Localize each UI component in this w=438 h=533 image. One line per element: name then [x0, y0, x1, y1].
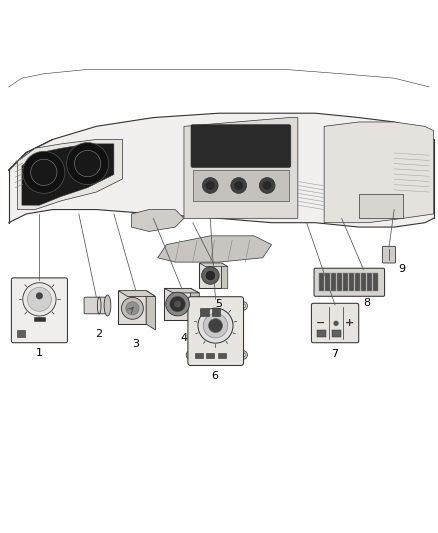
Bar [193, 170, 289, 201]
Circle shape [28, 287, 51, 311]
Circle shape [202, 177, 218, 193]
Circle shape [174, 301, 181, 308]
Circle shape [239, 302, 247, 310]
Bar [212, 308, 220, 316]
Circle shape [263, 181, 272, 190]
Circle shape [188, 304, 193, 308]
Circle shape [121, 297, 143, 319]
Circle shape [170, 296, 185, 312]
Circle shape [203, 313, 228, 338]
Circle shape [239, 351, 247, 359]
Text: 4: 4 [180, 333, 187, 343]
Circle shape [126, 302, 139, 315]
Bar [355, 273, 360, 292]
Polygon shape [118, 290, 155, 296]
Text: 7: 7 [332, 349, 339, 359]
Polygon shape [18, 140, 123, 209]
Bar [343, 273, 348, 292]
Circle shape [231, 177, 247, 193]
Polygon shape [118, 290, 146, 324]
FancyBboxPatch shape [311, 303, 359, 343]
FancyBboxPatch shape [84, 297, 106, 314]
Bar [337, 273, 342, 292]
Circle shape [188, 353, 193, 357]
Circle shape [205, 270, 215, 281]
Bar [331, 273, 336, 292]
Circle shape [208, 319, 223, 333]
Bar [367, 273, 372, 292]
Bar [319, 273, 324, 292]
Polygon shape [146, 290, 155, 330]
Circle shape [23, 151, 65, 193]
Polygon shape [9, 113, 434, 227]
Circle shape [166, 292, 189, 316]
Text: 9: 9 [399, 264, 406, 273]
Bar [359, 194, 403, 219]
FancyBboxPatch shape [382, 246, 396, 263]
Circle shape [186, 302, 195, 310]
Polygon shape [164, 288, 199, 293]
Polygon shape [131, 209, 184, 231]
Polygon shape [199, 263, 228, 266]
Circle shape [23, 282, 56, 316]
Bar [17, 330, 25, 336]
Bar [206, 353, 214, 359]
Circle shape [74, 150, 101, 177]
Circle shape [241, 353, 245, 357]
FancyBboxPatch shape [188, 297, 244, 366]
FancyBboxPatch shape [11, 278, 67, 343]
Polygon shape [199, 263, 222, 288]
Polygon shape [184, 118, 298, 219]
Text: ●: ● [333, 320, 339, 326]
Bar [195, 353, 203, 359]
Bar [350, 273, 354, 292]
Bar [325, 273, 330, 292]
Polygon shape [158, 236, 272, 262]
Circle shape [67, 142, 109, 184]
Polygon shape [22, 144, 114, 205]
Bar [361, 273, 366, 292]
Bar [200, 308, 209, 316]
Text: +: + [345, 318, 355, 328]
Text: 5: 5 [215, 300, 223, 309]
Circle shape [36, 292, 43, 300]
Polygon shape [191, 288, 199, 320]
Bar [332, 329, 341, 336]
Circle shape [186, 351, 195, 359]
Circle shape [234, 181, 243, 190]
Polygon shape [222, 263, 228, 288]
Text: 2: 2 [95, 329, 102, 338]
Text: 8: 8 [364, 298, 371, 308]
Bar [317, 329, 326, 336]
Circle shape [206, 181, 215, 190]
Bar [373, 273, 378, 292]
Circle shape [31, 159, 57, 185]
Circle shape [198, 308, 233, 343]
Bar [218, 353, 226, 359]
Ellipse shape [104, 295, 111, 316]
Text: 6: 6 [211, 371, 218, 381]
Circle shape [259, 177, 275, 193]
Text: 1: 1 [36, 348, 43, 358]
Text: −: − [316, 318, 325, 328]
Bar [34, 317, 45, 321]
Circle shape [241, 304, 245, 308]
FancyBboxPatch shape [314, 268, 385, 296]
Circle shape [201, 266, 219, 284]
Text: 3: 3 [132, 339, 139, 349]
Polygon shape [324, 122, 434, 223]
Polygon shape [164, 288, 191, 320]
FancyBboxPatch shape [191, 125, 291, 167]
